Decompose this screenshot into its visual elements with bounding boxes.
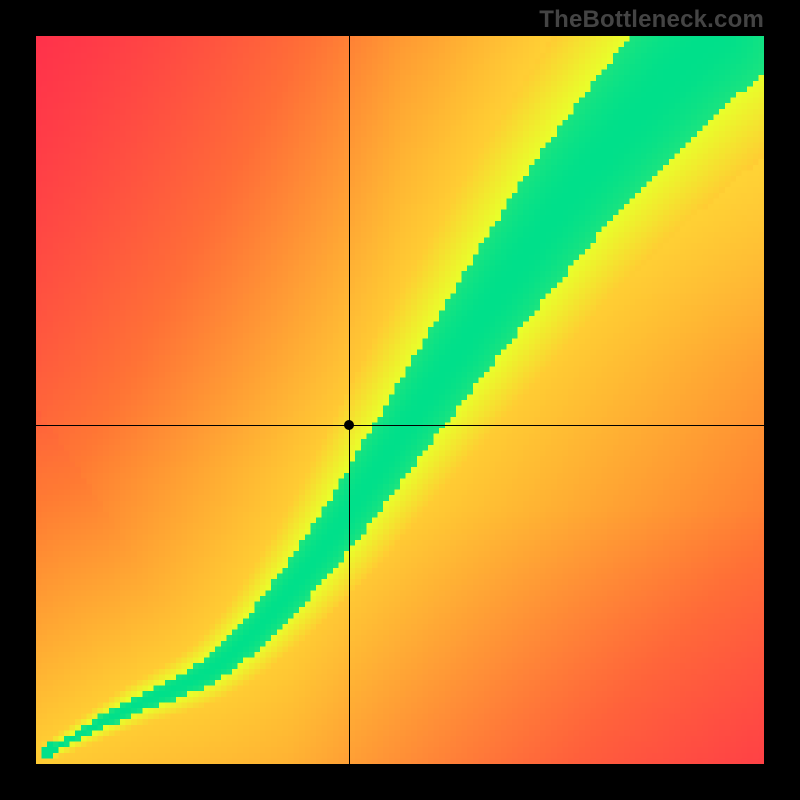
target-marker [344, 420, 354, 430]
crosshair-horizontal [36, 425, 764, 426]
plot-area [36, 36, 764, 764]
heatmap-canvas [36, 36, 764, 764]
watermark-text: TheBottleneck.com [539, 6, 764, 34]
crosshair-vertical [349, 36, 350, 764]
outer-frame: TheBottleneck.com [0, 0, 800, 800]
